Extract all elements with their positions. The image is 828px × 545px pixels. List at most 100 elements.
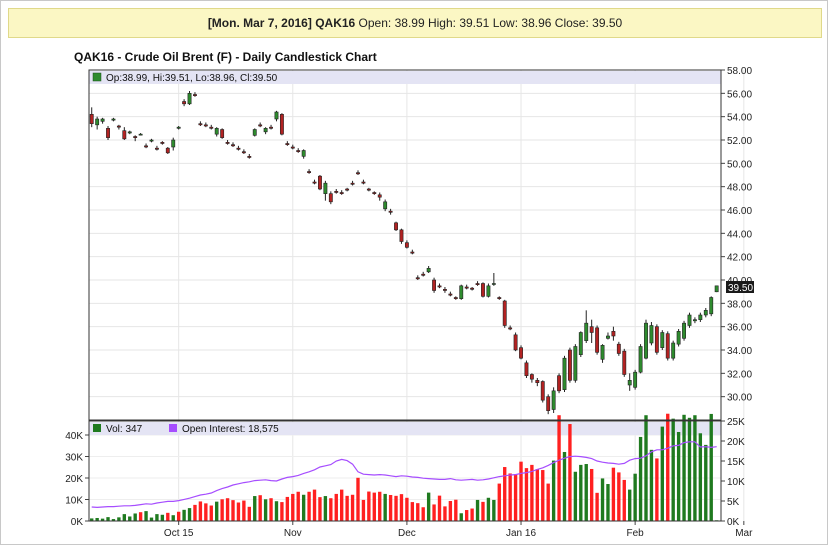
candle-body [339,192,344,194]
candle [361,179,366,185]
volume-bar [361,499,366,521]
candle [415,275,420,280]
candle-body [279,114,284,135]
candle-body [122,130,127,140]
candle [198,121,203,126]
candle [567,347,572,383]
volume-bar [350,494,355,521]
candle-body [160,142,165,144]
candle [540,380,545,403]
volume-bar [448,501,453,521]
candle-body [138,133,143,136]
volume-bar [204,503,208,521]
volume-bar [617,472,621,521]
open-interest-polyline [91,441,717,509]
vol-left-tick-label: 10K [65,496,83,507]
price-tick-label: 56.00 [727,89,752,100]
volume-bar [291,493,295,521]
price-plot-border [88,69,722,421]
candle-body [241,151,246,154]
open-interest-line [91,441,717,509]
volume-bar [584,464,588,521]
candle [535,378,540,387]
candle [106,126,110,140]
volume-bar [220,499,224,521]
candle-body [616,343,621,354]
candle-body [557,375,561,392]
candle [193,92,197,97]
volume-bar [138,512,143,521]
candle-body [573,346,578,381]
volume-bar [280,502,284,521]
vol-right-tick-label: 10K [727,477,745,488]
candle [290,144,295,150]
volume-bar [231,500,235,521]
candle-body [535,380,540,383]
candle [622,348,627,377]
candle [122,127,127,140]
candle-body [127,131,132,134]
candle-body [89,114,94,124]
candle-body [606,335,610,339]
volume-bar [176,511,181,521]
candle [388,208,393,215]
candle-body [475,283,480,285]
volume-bar [296,491,300,521]
volume-bar [187,508,192,521]
candle [698,312,703,322]
candle-body [165,147,170,154]
candle-body [366,188,371,191]
candle [334,189,339,194]
candle [616,341,621,356]
candle [404,240,409,249]
high-value: 39.51 [459,16,490,30]
vol-right-tick-label: 0K [727,517,740,528]
candle-body [703,310,708,316]
candle [703,308,708,318]
candle-body [285,143,290,145]
volume-bar [394,495,398,521]
volume-bar [356,477,360,521]
candle-body [334,191,339,193]
price-axis: 58.00 56.00 54.00 52.00 50.00 48.00 46.00 44.00… [721,66,752,404]
candle-body [410,251,415,254]
candle-body [301,150,306,157]
vol-swatch-icon [93,424,101,432]
candle-body [383,201,388,210]
volume-bar [513,474,518,521]
candle-body [448,293,453,296]
volume-bar [595,492,599,521]
vol-left-tick-label: 30K [65,453,83,464]
volume-bar [481,501,485,521]
volume-bar [687,417,692,521]
candle-body [323,182,328,194]
volume-bar [421,507,425,521]
volume-bar [345,495,349,521]
candle [464,284,469,290]
candle-body [214,128,219,135]
candle-body [589,326,594,333]
vol-right-tick-label: 5K [727,497,740,508]
candle-body [481,283,485,297]
candle [89,107,94,128]
candle [236,145,241,151]
candle-body [443,289,447,291]
volume-bar [676,431,681,521]
candle-body [622,350,627,375]
candle [627,373,632,391]
candle-body [644,322,648,359]
candle [714,285,719,293]
volume-bar [503,467,507,521]
candle [432,277,437,293]
volume-bar [671,418,675,521]
candle-body [453,297,458,299]
candle-body [502,300,507,326]
candle [100,117,105,124]
volume-bar [95,517,99,521]
candle-body [709,297,714,315]
volume-bar [693,415,697,521]
volume-bar [644,415,648,521]
volume-bar [225,498,230,521]
candle [116,124,121,130]
candle-body [154,147,159,150]
